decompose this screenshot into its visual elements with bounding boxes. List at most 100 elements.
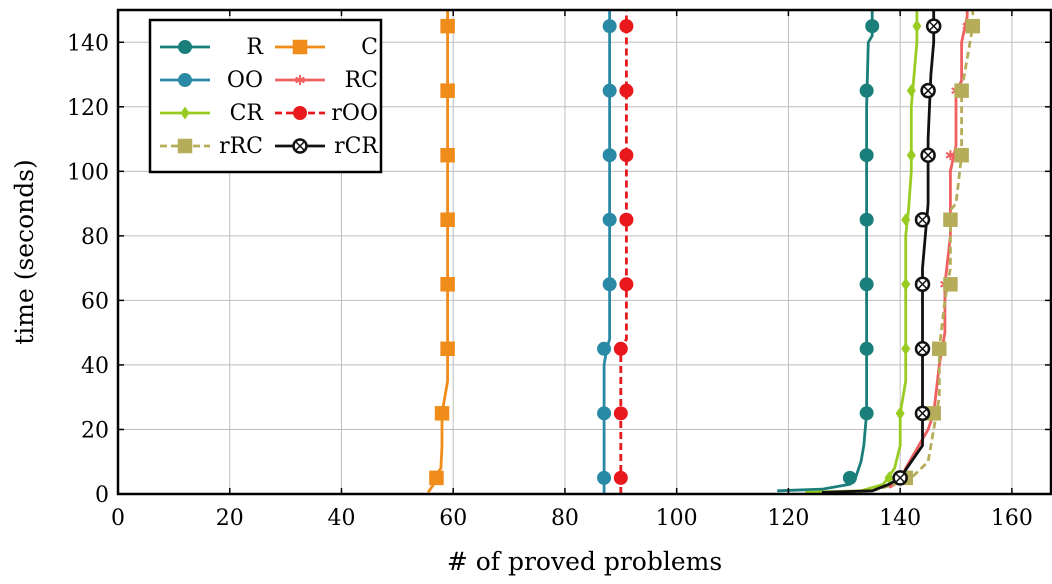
x-tick-label: 160	[991, 506, 1033, 531]
legend-entry-oo: OO	[160, 68, 263, 93]
series-r-point	[859, 406, 874, 421]
legend-entry-rcr: rCR	[275, 134, 379, 159]
legend-label: R	[246, 35, 264, 60]
series-roo-line	[619, 10, 628, 494]
legend-swatch-marker	[180, 106, 190, 120]
series-c-point	[429, 470, 444, 486]
series-c-point	[440, 147, 455, 163]
series-rcr-point	[914, 276, 931, 293]
series-r	[777, 10, 880, 493]
y-tick-label: 20	[81, 418, 109, 443]
x-tick-label: 140	[879, 506, 921, 531]
legend-label: OO	[227, 68, 263, 93]
series-rrc	[827, 10, 981, 494]
series-rcr-point	[914, 341, 931, 357]
legend-swatch-marker	[292, 138, 308, 154]
series-r-point	[842, 470, 857, 485]
series-cr-point	[895, 406, 905, 420]
series-rcr-point	[914, 405, 931, 422]
legend-swatch-marker	[295, 75, 305, 85]
series-roo-point	[619, 212, 634, 227]
legend-label: CR	[230, 101, 265, 126]
series-c-point	[434, 406, 450, 421]
legend-entry-rc: RC	[275, 68, 378, 93]
series-rcr-point	[892, 470, 908, 486]
legend-entry-cr: CR	[160, 101, 264, 126]
series-r-point	[859, 341, 874, 356]
series-cr-point	[912, 19, 922, 33]
y-axis-label: time (seconds)	[10, 159, 39, 345]
legend-swatch-marker	[178, 73, 192, 87]
legend-swatch-marker	[292, 39, 308, 55]
y-tick-label: 0	[95, 483, 109, 508]
series-roo-point	[613, 341, 628, 356]
series-rcr	[821, 10, 942, 494]
series-c	[426, 10, 455, 494]
plot-frame	[116, 8, 1052, 496]
x-tick-label: 80	[551, 506, 579, 531]
series-c-point	[440, 341, 455, 357]
series-roo-point	[619, 277, 634, 292]
series-cr-point	[901, 277, 911, 291]
x-axis-label: # of proved problems	[447, 547, 722, 576]
series-c-point	[440, 212, 455, 227]
series-c-point	[440, 18, 455, 34]
series-roo	[613, 10, 634, 494]
series-roo-point	[619, 83, 634, 98]
legend-swatch-marker	[293, 106, 307, 120]
series-r-point	[865, 19, 880, 34]
legend-entry-rrc: rRC	[160, 134, 263, 159]
legend-entry-r: R	[160, 35, 264, 60]
series-rcr-point	[920, 147, 936, 163]
y-tick-label: 120	[67, 96, 109, 121]
x-tick-label: 120	[767, 506, 809, 531]
series-cr-point	[906, 84, 916, 98]
series-oo-point	[597, 341, 612, 356]
legend-label: RC	[345, 68, 378, 93]
y-tick-label: 80	[81, 225, 109, 250]
series-oo-point	[597, 406, 612, 421]
series-oo	[597, 10, 617, 494]
series-rrc-point	[954, 83, 969, 98]
series-oo-point	[602, 148, 617, 163]
series-rrc-point	[932, 341, 947, 357]
series-roo-point	[619, 19, 634, 34]
series-r-point	[859, 83, 874, 98]
series-rc-point	[945, 150, 956, 161]
x-tick-label: 0	[111, 506, 125, 531]
y-tick-label: 100	[67, 160, 109, 185]
legend-swatch-marker	[178, 40, 192, 54]
series-rrc-point	[943, 277, 958, 292]
series-rc-line	[888, 10, 969, 489]
series-rcr-point	[925, 18, 942, 34]
series-rrc-point	[954, 147, 969, 163]
legend-swatch-marker	[177, 138, 193, 154]
series-oo-point	[602, 19, 617, 34]
legend-entry-c: C	[275, 35, 378, 60]
series-r-point	[859, 212, 874, 227]
axis-ticks: 0 20 40 60 80 100 120 140 160 0 20 40 60 80 100 120 140	[67, 10, 1051, 531]
x-tick-label: 100	[656, 506, 698, 531]
y-tick-label: 60	[81, 289, 109, 314]
series-rrc-point	[943, 212, 958, 227]
legend-label: C	[361, 35, 378, 60]
series-oo-point	[602, 83, 617, 98]
legend-label: rCR	[334, 134, 379, 159]
series-oo-point	[602, 277, 617, 292]
series-c-point	[440, 83, 455, 98]
series-r-point	[859, 277, 874, 292]
series-cr-point	[906, 148, 916, 162]
series-cr-point	[901, 342, 911, 356]
x-tick-label: 60	[439, 506, 467, 531]
series-roo-point	[613, 406, 628, 421]
series-oo-point	[597, 470, 612, 485]
legend-label: rRC	[219, 134, 263, 159]
series-rcr-point	[914, 211, 931, 228]
series-r-point	[859, 148, 874, 163]
series-rrc-point	[965, 18, 981, 34]
series-oo-line	[602, 10, 611, 494]
y-tick-label: 140	[67, 31, 109, 56]
series-roo-point	[613, 470, 628, 485]
